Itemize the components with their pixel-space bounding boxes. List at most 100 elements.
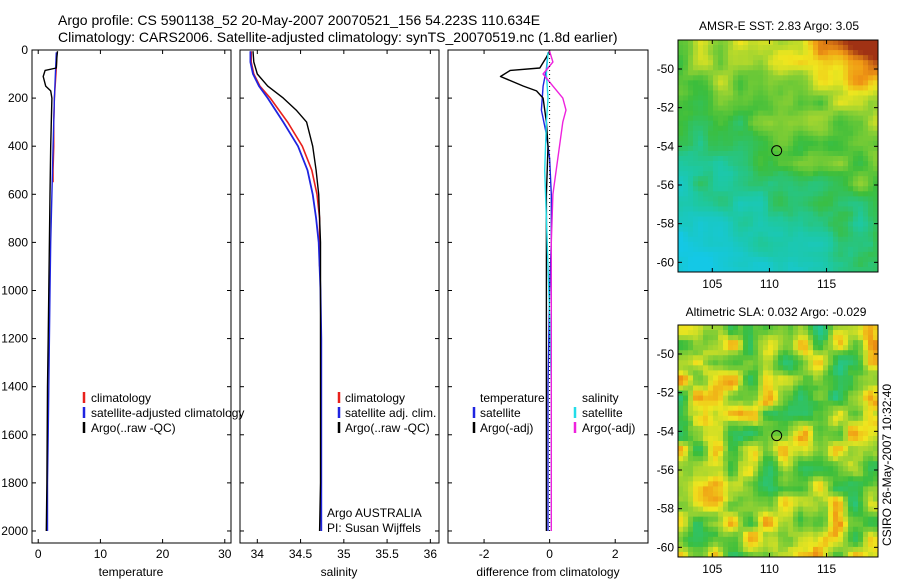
map-cell	[863, 241, 869, 248]
map-cell	[813, 256, 819, 263]
map-cell	[703, 100, 709, 106]
map-cell	[778, 521, 784, 528]
map-cell	[688, 350, 694, 356]
map-cell	[708, 261, 714, 268]
map-cell	[873, 90, 879, 96]
map-cell	[778, 261, 784, 268]
map-cell	[738, 526, 744, 533]
map-cell	[698, 335, 704, 341]
map-cell	[793, 231, 799, 238]
map-cell	[818, 335, 824, 341]
map-cell	[848, 181, 854, 187]
map-cell	[848, 471, 854, 477]
map-cell	[758, 541, 764, 548]
map-cell	[698, 115, 704, 122]
map-cell	[868, 466, 874, 472]
map-cell	[678, 466, 684, 472]
map-cell	[868, 496, 874, 502]
map-cell	[758, 476, 764, 482]
map-cell	[778, 541, 784, 548]
map-cell	[703, 365, 709, 371]
map-cell	[743, 45, 749, 51]
map-cell	[753, 541, 759, 548]
map-cell	[753, 196, 759, 202]
legend-satellite-label: satellite adj. clim.	[345, 406, 436, 420]
map-cell	[768, 425, 774, 432]
map-cell	[808, 206, 814, 212]
map-cell	[783, 206, 789, 212]
map-cell	[823, 145, 829, 152]
map-cell	[708, 166, 714, 172]
map-cell	[758, 246, 764, 253]
map-cell	[863, 435, 869, 442]
map-cell	[803, 130, 809, 137]
map-cell	[793, 405, 799, 412]
map-cell	[873, 181, 879, 187]
map-cell	[873, 435, 879, 442]
map-cell	[678, 60, 684, 66]
map-cell	[693, 110, 699, 117]
map-cell	[803, 395, 809, 402]
map-cell	[773, 486, 779, 492]
map-cell	[803, 521, 809, 528]
map-cell	[858, 375, 864, 381]
map-cell	[743, 355, 749, 361]
map-cell	[788, 135, 794, 142]
map-cell	[698, 365, 704, 371]
map-cell	[723, 201, 729, 207]
map-cell	[848, 75, 854, 81]
map-cell	[803, 430, 809, 437]
map-cell	[843, 531, 849, 538]
map-cell	[783, 446, 789, 452]
map-cell	[708, 546, 714, 553]
map-cell	[818, 125, 824, 132]
map-cell	[813, 330, 819, 336]
map-cell	[788, 420, 794, 427]
map-cell	[688, 216, 694, 222]
map-cell	[748, 140, 754, 147]
map-cell	[773, 241, 779, 248]
map-cell	[688, 85, 694, 91]
map-cell	[843, 201, 849, 207]
map-cell	[758, 365, 764, 371]
map-cell	[683, 80, 689, 86]
map-cell	[838, 541, 844, 548]
map-cell	[853, 546, 859, 553]
map-cell	[708, 355, 714, 361]
map-cell	[683, 330, 689, 336]
map-cell	[813, 425, 819, 432]
map-cell	[783, 471, 789, 477]
map-cell	[838, 330, 844, 336]
map-cell	[838, 456, 844, 462]
map-cell	[793, 166, 799, 172]
map-cell	[698, 75, 704, 81]
map-cell	[783, 380, 789, 386]
map-cell	[773, 405, 779, 412]
map-cell	[838, 466, 844, 472]
map-cell	[808, 385, 814, 391]
map-cell	[748, 65, 754, 71]
map-cell	[818, 425, 824, 432]
y-tick-label: -54	[657, 139, 675, 153]
map-cell	[788, 511, 794, 518]
map-cell	[773, 50, 779, 56]
map-cell	[758, 166, 764, 172]
map-cell	[678, 140, 684, 147]
map-cell	[733, 246, 739, 253]
map-cell	[813, 456, 819, 462]
map-cell	[683, 130, 689, 137]
map-cell	[693, 531, 699, 538]
map-cell	[753, 370, 759, 376]
map-cell	[743, 531, 749, 538]
map-cell	[743, 335, 749, 341]
map-cell	[783, 531, 789, 538]
map-cell	[723, 370, 729, 376]
map-cell	[868, 481, 874, 487]
map-cell	[753, 546, 759, 553]
map-cell	[768, 156, 774, 162]
map-cell	[808, 501, 814, 507]
map-cell	[713, 541, 719, 548]
map-cell	[678, 80, 684, 86]
map-cell	[703, 415, 709, 422]
map-cell	[838, 345, 844, 351]
